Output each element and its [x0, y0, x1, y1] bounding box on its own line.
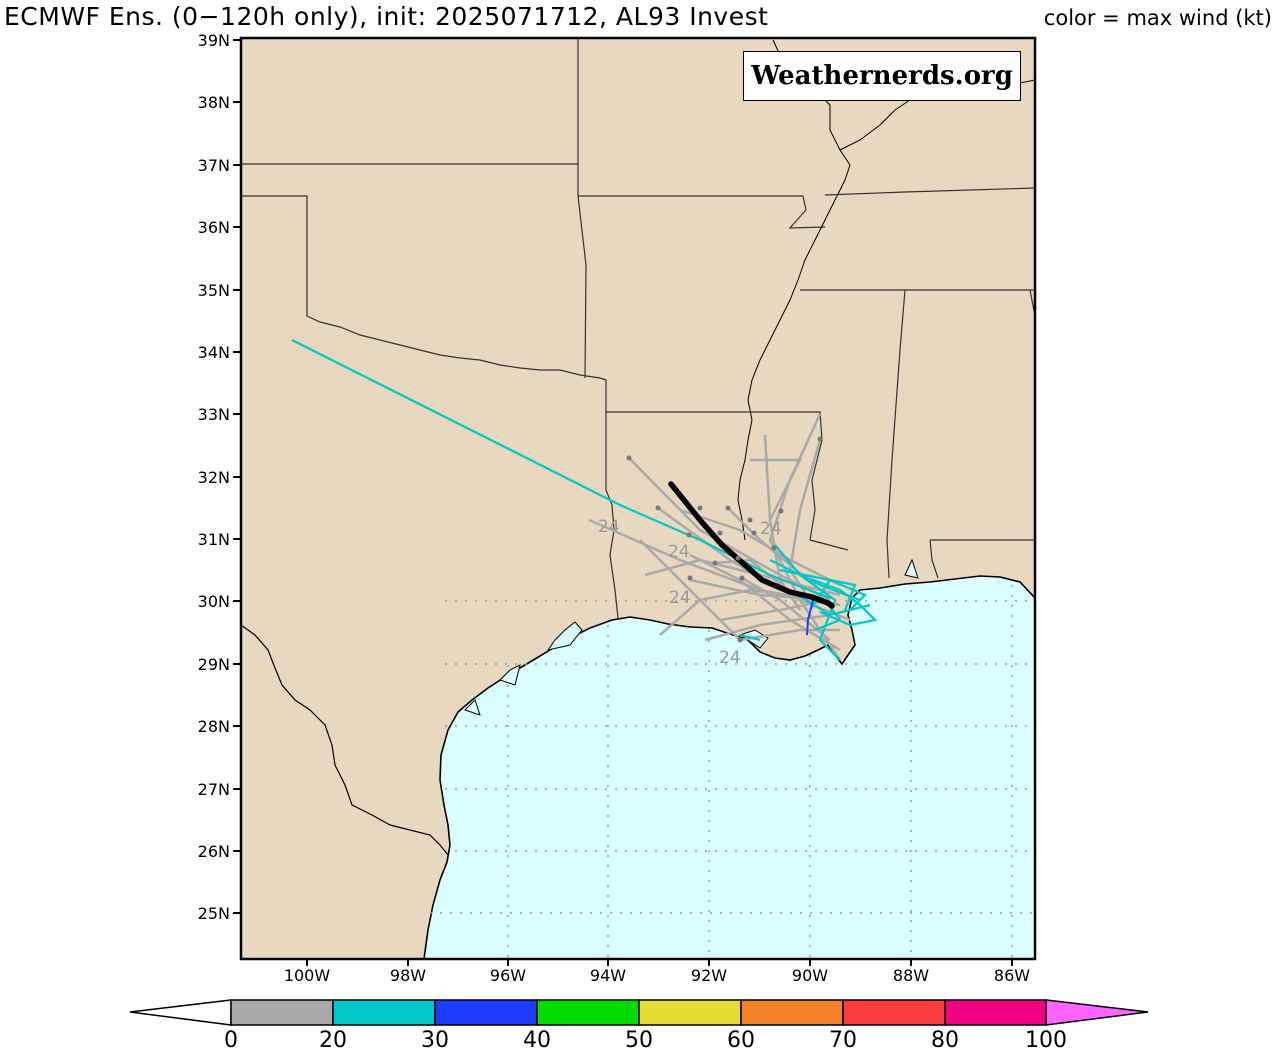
lat-label: 32N — [197, 468, 230, 487]
lat-label: 34N — [197, 343, 230, 362]
colorbar-tick-label: 60 — [727, 1028, 755, 1053]
track-label-24h: 24 — [669, 588, 691, 608]
track-label-24h: 24 — [760, 519, 782, 539]
state-borders — [241, 38, 1035, 619]
lon-label: 90W — [791, 966, 829, 985]
colorbar-tick-label: 30 — [421, 1028, 449, 1053]
lat-label: 28N — [197, 717, 230, 736]
colorbar-tick-label: 0 — [224, 1028, 238, 1053]
map-frame — [239, 36, 1037, 961]
colorbar-tick-label: 70 — [829, 1028, 857, 1053]
mississippi-river — [737, 39, 851, 541]
24h-markers — [626, 436, 823, 643]
colorbar — [129, 999, 1149, 1026]
lat-ticks — [233, 39, 241, 914]
lon-label: 86W — [993, 966, 1031, 985]
colorbar-tick-label: 50 — [625, 1028, 653, 1053]
ensemble-tracks-cyan — [291, 339, 878, 661]
lon-label: 100W — [283, 966, 331, 985]
lon-label: 92W — [690, 966, 728, 985]
lon-label: 94W — [589, 966, 627, 985]
lat-label: 33N — [197, 405, 230, 424]
colorbar-tick-label: 20 — [319, 1028, 347, 1053]
lon-label: 88W — [892, 966, 930, 985]
track-label-24h: 24 — [719, 648, 741, 668]
colorbar-tick-label: 40 — [523, 1028, 551, 1053]
colorbar-overflow — [1045, 999, 1149, 1026]
lat-label: 39N — [197, 31, 230, 50]
lon-ticks — [306, 959, 1013, 966]
lat-label: 37N — [197, 156, 230, 175]
track-label-24h: 24 — [598, 517, 620, 537]
lat-label: 26N — [197, 842, 230, 861]
lat-label: 25N — [197, 904, 230, 923]
colorbar-tick-label: 100 — [1025, 1028, 1067, 1053]
lat-label: 27N — [197, 780, 230, 799]
colorbar-underflow — [129, 999, 232, 1026]
color-legend-title: color = max wind (kt) — [1043, 6, 1272, 30]
lat-label: 36N — [197, 218, 230, 237]
lon-label: 98W — [389, 966, 427, 985]
track-label-24h: 24 — [668, 542, 690, 562]
lon-gridlines — [507, 585, 1013, 959]
lat-gridlines — [430, 600, 1035, 914]
watermark: Weathernerds.org — [743, 51, 1021, 101]
ensemble-track-blue — [806, 599, 814, 636]
lat-label: 29N — [197, 655, 230, 674]
lat-label: 31N — [197, 530, 230, 549]
lat-label: 35N — [197, 281, 230, 300]
lon-label: 96W — [489, 966, 527, 985]
ensemble-mean-track — [668, 481, 835, 609]
lat-label: 30N — [197, 592, 230, 611]
lat-label: 38N — [197, 93, 230, 112]
colorbar-tick-label: 80 — [931, 1028, 959, 1053]
rio-grande — [241, 624, 449, 856]
chart-title: ECMWF Ens. (0−120h only), init: 20250717… — [4, 2, 769, 31]
